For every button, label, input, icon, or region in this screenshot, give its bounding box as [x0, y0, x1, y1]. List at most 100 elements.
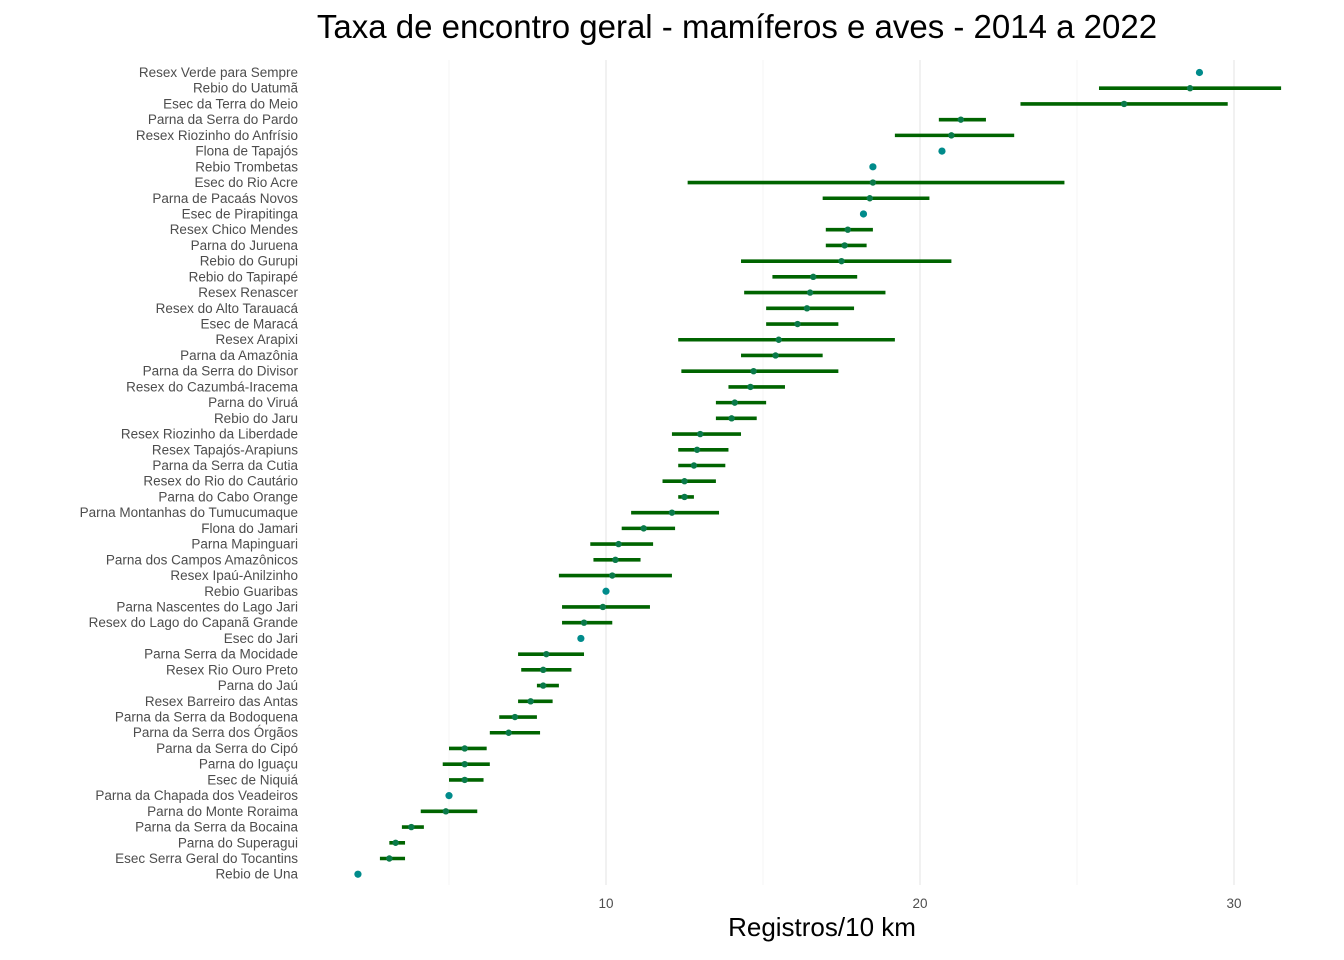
- y-tick-label: Resex Rio Ouro Preto: [166, 662, 298, 677]
- y-tick-label: Parna do Monte Roraima: [147, 804, 298, 819]
- y-tick-label: Parna da Serra da Cutia: [152, 458, 298, 473]
- data-point: [609, 572, 616, 579]
- data-point: [750, 367, 757, 375]
- data-point: [511, 713, 519, 721]
- y-tick-label: Rebio Trombetas: [195, 159, 298, 174]
- y-tick-label: Resex Ipaú-Anilzinho: [170, 568, 298, 583]
- y-tick-label: Parna da Serra do Divisor: [143, 364, 299, 379]
- data-point: [693, 446, 701, 453]
- y-tick-label: Flona de Tapajós: [195, 144, 298, 159]
- y-tick-label: Rebio do Gurupi: [200, 254, 298, 269]
- x-tick-label: 10: [598, 896, 613, 911]
- y-tick-label: Esec do Rio Acre: [194, 175, 298, 190]
- data-point: [681, 493, 688, 501]
- data-point: [461, 745, 468, 752]
- y-tick-label: Parna do Viruá: [208, 395, 298, 410]
- y-tick-label: Parna Serra da Mocidade: [144, 647, 298, 662]
- y-tick-label: Resex do Rio do Cautário: [143, 474, 298, 489]
- data-point: [810, 273, 817, 281]
- data-points: [354, 68, 1204, 878]
- y-tick-label: Parna da Serra da Bocaina: [135, 820, 298, 835]
- y-tick-label: Resex Riozinho do Anfrísio: [136, 128, 298, 143]
- data-point: [445, 792, 453, 800]
- y-tick-label: Parna Montanhas do Tumucumaque: [80, 505, 298, 520]
- y-tick-label: Rebio de Una: [215, 867, 298, 882]
- y-tick-label: Resex do Cazumbá-Iracema: [126, 379, 298, 394]
- data-point: [602, 587, 610, 595]
- data-point: [1195, 68, 1204, 77]
- data-point: [728, 415, 735, 422]
- y-tick-label: Parna da Chapada dos Veadeiros: [95, 788, 298, 803]
- data-point: [1120, 100, 1128, 108]
- data-point: [697, 430, 704, 438]
- y-tick-label: Resex Tapajós-Arapiuns: [152, 442, 298, 457]
- y-tick-label: Parna Mapinguari: [191, 537, 298, 552]
- data-point: [772, 352, 779, 359]
- data-point: [442, 808, 450, 815]
- data-point: [838, 257, 845, 265]
- y-tick-label: Parna do Juruena: [191, 238, 299, 253]
- data-point: [806, 289, 814, 296]
- chart-title: Taxa de encontro geral - mamíferos e ave…: [316, 8, 1158, 45]
- data-point: [461, 760, 468, 768]
- x-axis-title: Registros/10 km: [728, 912, 916, 942]
- y-tick-label: Resex Chico Mendes: [170, 222, 299, 237]
- data-point: [668, 509, 676, 516]
- y-tick-label: Esec de Maracá: [200, 317, 298, 332]
- y-tick-label: Rebio do Uatumã: [193, 81, 299, 96]
- y-tick-label: Rebio do Tapirapé: [189, 269, 298, 284]
- y-tick-label: Parna do Cabo Orange: [158, 489, 298, 504]
- y-tick-label: Parna do Superagui: [178, 835, 298, 850]
- data-point: [612, 556, 619, 564]
- data-point: [690, 462, 698, 469]
- data-point: [841, 242, 848, 249]
- y-tick-label: Rebio Guaribas: [204, 584, 298, 599]
- data-point: [540, 682, 547, 689]
- y-tick-label: Esec Serra Geral do Tocantins: [115, 851, 298, 866]
- x-tick-label: 20: [912, 896, 927, 911]
- y-tick-label: Esec do Jari: [224, 631, 298, 646]
- y-tick-label: Parna da Serra da Bodoquena: [115, 710, 299, 725]
- data-point: [869, 163, 877, 171]
- y-tick-label: Parna do Jaú: [218, 678, 298, 693]
- y-tick-label: Resex Barreiro das Antas: [145, 694, 298, 709]
- y-tick-label: Parna da Amazônia: [180, 348, 298, 363]
- data-point: [948, 132, 955, 139]
- data-point: [580, 619, 588, 626]
- y-tick-label: Flona do Jamari: [201, 521, 298, 536]
- data-point: [577, 634, 585, 643]
- data-point: [859, 210, 868, 218]
- data-point: [354, 870, 362, 878]
- data-point: [505, 729, 512, 736]
- y-tick-label: Parna da Serra dos Órgãos: [133, 725, 298, 740]
- y-tick-label: Parna da Serra do Pardo: [148, 112, 298, 127]
- data-point: [775, 336, 782, 343]
- data-point: [844, 226, 851, 233]
- y-tick-label: Resex Arapixi: [215, 332, 298, 347]
- y-tick-label: Esec da Terra do Meio: [163, 96, 298, 111]
- x-tick-labels: 10 20 30: [598, 896, 1241, 911]
- y-tick-label: Esec de Pirapitinga: [182, 206, 299, 221]
- data-point: [540, 666, 547, 674]
- data-point: [408, 823, 415, 831]
- data-point: [957, 116, 965, 123]
- data-point: [938, 147, 946, 155]
- y-tick-label: Resex do Lago do Capanã Grande: [89, 615, 298, 630]
- data-point: [392, 839, 399, 846]
- data-point: [869, 179, 877, 186]
- y-tick-label: Parna Nascentes do Lago Jari: [116, 599, 298, 614]
- data-point: [599, 603, 607, 611]
- data-point: [640, 525, 647, 532]
- y-tick-label: Parna dos Campos Amazônicos: [106, 552, 298, 567]
- y-tick-label: Rebio do Jaru: [214, 411, 298, 426]
- y-tick-label: Parna do Iguaçu: [199, 757, 298, 772]
- x-tick-label: 30: [1226, 896, 1241, 911]
- y-tick-label: Resex Verde para Sempre: [139, 65, 298, 80]
- data-point: [615, 540, 622, 548]
- y-tick-label: Esec de Niquiá: [207, 772, 298, 787]
- data-point: [794, 320, 801, 328]
- data-point: [386, 855, 393, 862]
- data-point: [461, 776, 468, 784]
